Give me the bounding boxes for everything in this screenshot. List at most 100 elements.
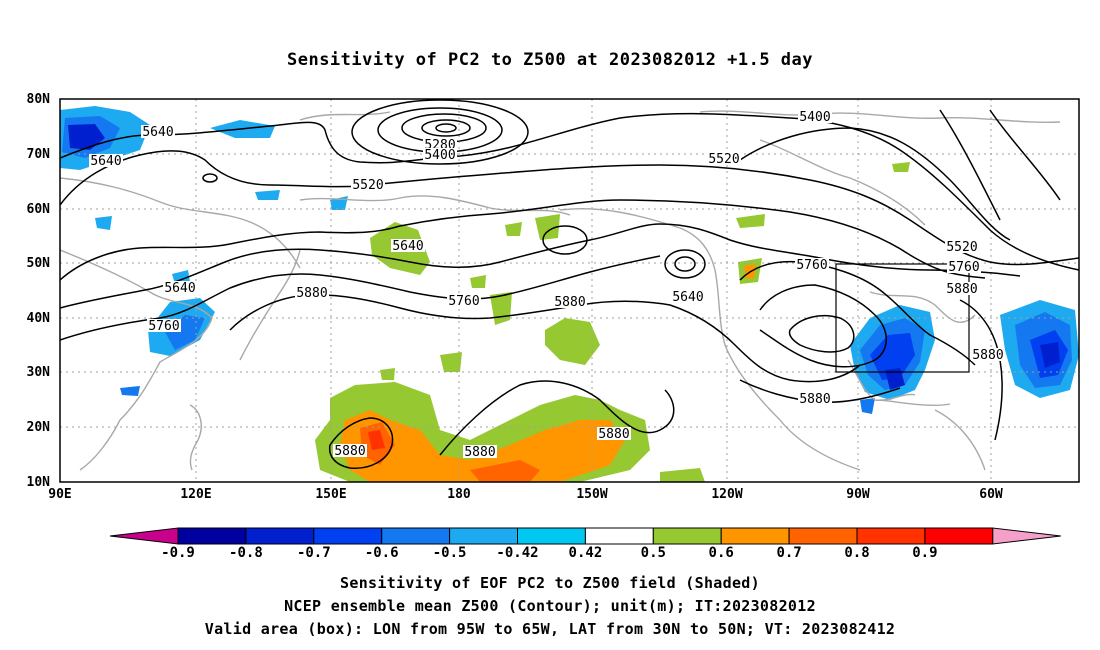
contour-label-bg xyxy=(163,281,197,294)
contour-label: 5880 xyxy=(334,444,365,459)
contour-label-bg xyxy=(147,319,181,332)
contour-label: 5640 xyxy=(142,125,173,140)
contour-label: 5400 xyxy=(424,148,455,163)
colorbar-segment xyxy=(652,527,722,545)
contour-label: 5760 xyxy=(448,294,479,309)
colorbar xyxy=(109,527,1061,545)
colorbar-tick-label: 0.42 xyxy=(569,545,603,561)
contour-label-bg xyxy=(141,125,175,138)
lat-label: 80N xyxy=(27,92,51,107)
contour-label-bg xyxy=(391,239,425,252)
contour-label: 5880 xyxy=(296,286,327,301)
colorbar-tick-label: -0.9 xyxy=(161,545,195,561)
lon-label: 90E xyxy=(48,487,71,502)
contour-label: 5640 xyxy=(392,239,423,254)
contour-label: 5880 xyxy=(946,282,977,297)
contour-label-bg xyxy=(671,290,705,303)
contour-label-bg xyxy=(89,154,123,167)
colorbar-segment xyxy=(245,527,315,545)
graticule xyxy=(60,99,1079,482)
lat-label: 50N xyxy=(27,256,51,271)
shaded-negative-areas xyxy=(60,106,1079,414)
contour-labels: 5640564052805400540055205520552056405640… xyxy=(89,110,1005,460)
contour-label: 5760 xyxy=(948,260,979,275)
contour-label-bg xyxy=(423,138,457,151)
colorbar-tick-label: -0.7 xyxy=(297,545,331,561)
contour-label-bg xyxy=(707,152,741,165)
lon-label: 60W xyxy=(979,487,1003,502)
contour-label: 5880 xyxy=(464,445,495,460)
contour-label-bg xyxy=(597,427,631,440)
contour-label: 5880 xyxy=(972,348,1003,363)
caption-contour: NCEP ensemble mean Z500 (Contour); unit(… xyxy=(284,597,816,615)
contour-label: 5760 xyxy=(796,258,827,273)
contour-label-bg xyxy=(971,348,1005,361)
colorbar-tick-label: 0.8 xyxy=(844,545,869,561)
contour-label-bg xyxy=(945,240,979,253)
colorbar-tick-labels: -0.9 -0.8 -0.7 -0.6 -0.5 -0.42 0.42 0.5 0.6 0.7 0.… xyxy=(161,545,937,561)
lon-label: 90W xyxy=(846,487,870,502)
colorbar-segment xyxy=(788,527,858,545)
lon-label: 180 xyxy=(447,487,471,502)
shaded-positive-areas xyxy=(315,162,910,482)
lat-label: 60N xyxy=(27,202,51,217)
caption-shaded: Sensitivity of EOF PC2 to Z500 field (Sh… xyxy=(340,574,760,592)
map-title: Sensitivity of PC2 to Z500 at 2023082012… xyxy=(286,50,813,70)
lon-label: 120E xyxy=(180,487,211,502)
lat-label: 10N xyxy=(27,475,51,490)
colorbar-tick-label: -0.6 xyxy=(365,545,399,561)
contour-label: 5520 xyxy=(708,152,739,167)
contour-label-bg xyxy=(463,445,497,458)
colorbar-segment xyxy=(449,527,519,545)
contour-label-bg xyxy=(945,282,979,295)
caption-valid-area: Valid area (box): LON from 95W to 65W, L… xyxy=(204,620,896,638)
contour-label-bg xyxy=(798,392,832,405)
contour-label: 5880 xyxy=(554,295,585,310)
contour-label: 5520 xyxy=(946,240,977,255)
contour-label: 5400 xyxy=(799,110,830,125)
lon-label: 150E xyxy=(315,487,346,502)
colorbar-tick-label: -0.8 xyxy=(229,545,263,561)
contour-label: 5640 xyxy=(164,281,195,296)
valid-area-box xyxy=(835,263,970,373)
contour-label: 5640 xyxy=(672,290,703,305)
contour-label-bg xyxy=(333,444,367,457)
contour-label-bg xyxy=(351,178,385,191)
colorbar-tick-label: -0.5 xyxy=(433,545,467,561)
colorbar-right-triangle xyxy=(992,527,1061,545)
colorbar-segment xyxy=(720,527,790,545)
colorbar-segment xyxy=(517,527,586,545)
contour-label-bg xyxy=(553,295,587,308)
contour-label-bg xyxy=(447,294,481,307)
colorbar-tick-label: 0.6 xyxy=(709,545,734,561)
contour-label: 5640 xyxy=(90,154,121,169)
colorbar-left-triangle xyxy=(109,527,179,545)
lat-label: 40N xyxy=(27,311,51,326)
contour-label-bg xyxy=(947,260,981,273)
colorbar-segment xyxy=(856,527,926,545)
colorbar-segment xyxy=(313,527,383,545)
latitude-labels: 80N 70N 60N 50N 40N 30N 20N 10N xyxy=(27,92,51,490)
contour-label-bg xyxy=(798,110,832,123)
lat-label: 20N xyxy=(27,420,51,435)
contour-label-bg xyxy=(295,286,329,299)
lat-label: 70N xyxy=(27,147,51,162)
contour-label: 5520 xyxy=(352,178,383,193)
colorbar-tick-label: 0.9 xyxy=(912,545,937,561)
contour-label-bg xyxy=(795,258,829,271)
colorbar-tick-label: 0.7 xyxy=(776,545,801,561)
colorbar-tick-label: 0.5 xyxy=(641,545,666,561)
colorbar-segment xyxy=(584,527,654,545)
contour-label: 5880 xyxy=(598,427,629,442)
colorbar-segment xyxy=(381,527,451,545)
contour-label-bg xyxy=(423,148,457,161)
colorbar-segment xyxy=(924,527,994,545)
colorbar-tick-label: -0.42 xyxy=(496,545,538,561)
lon-label: 120W xyxy=(711,487,742,502)
lon-label: 150W xyxy=(576,487,607,502)
contour-label: 5760 xyxy=(148,319,179,334)
contour-label: 5880 xyxy=(799,392,830,407)
longitude-labels: 90E 120E 150E 180 150W 120W 90W 60W xyxy=(48,487,1003,502)
lat-label: 30N xyxy=(27,365,51,380)
